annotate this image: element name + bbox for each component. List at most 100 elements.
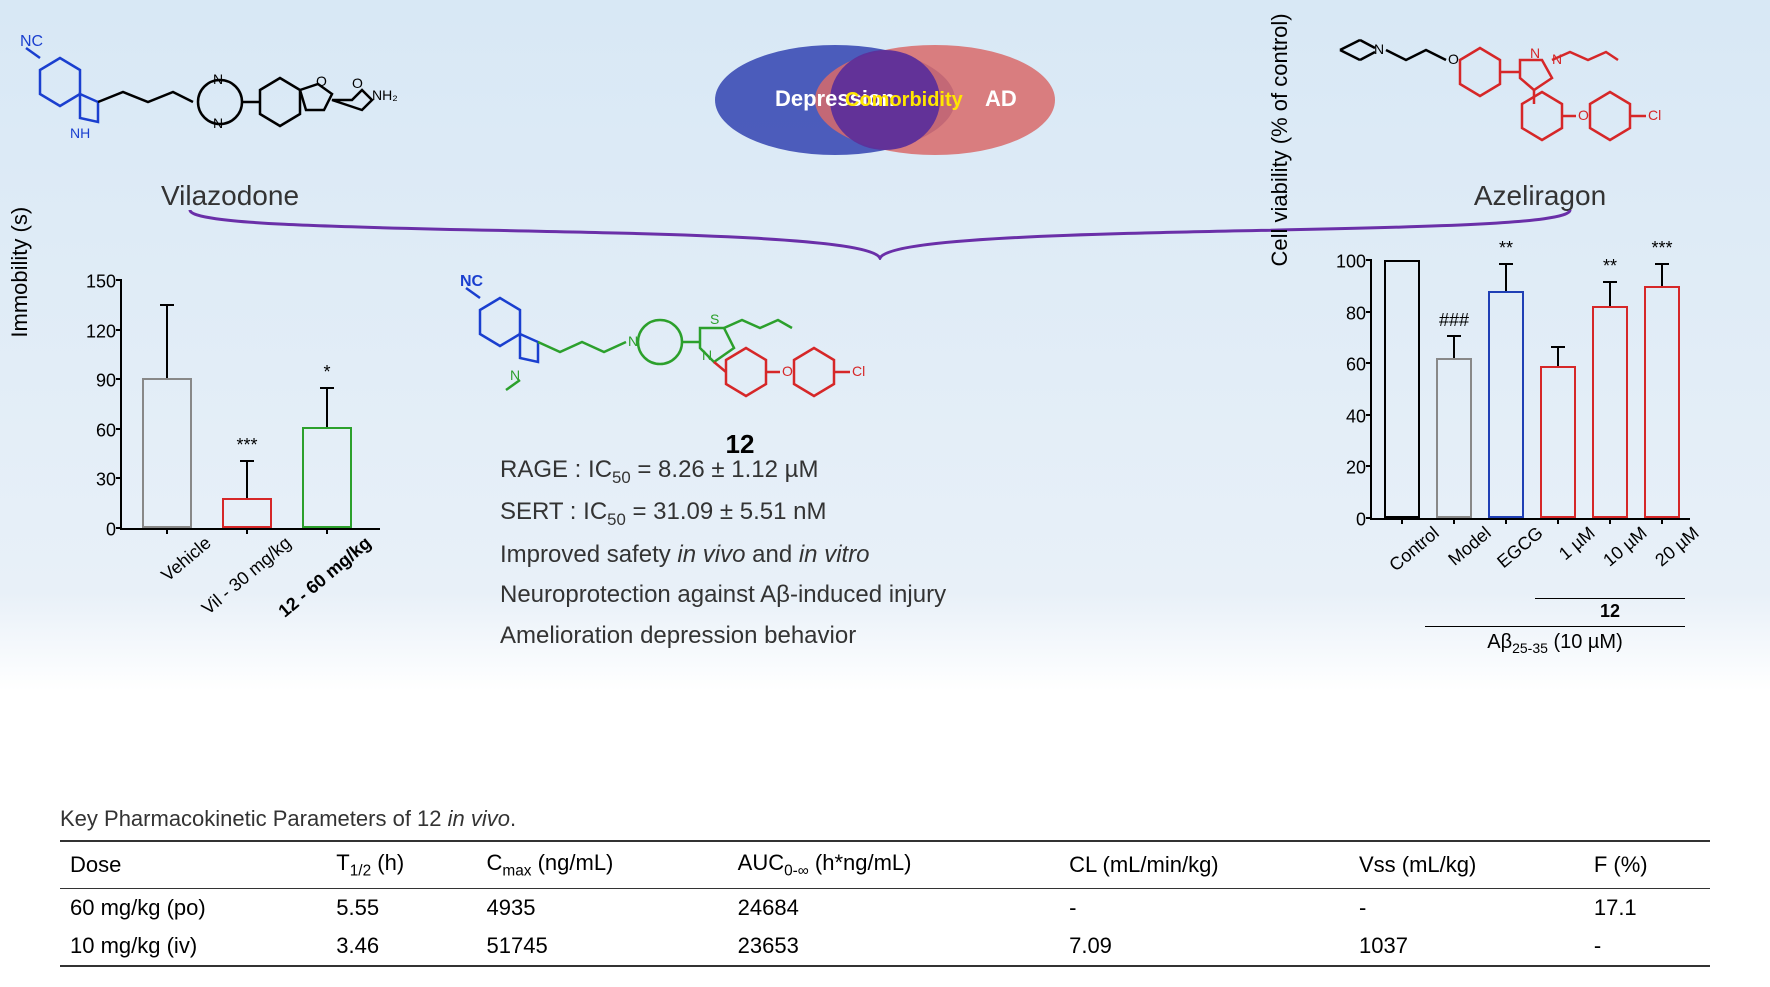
table-cell: -	[1584, 927, 1710, 966]
chem-structure-azeliragon-icon: N O NN O Cl	[1330, 10, 1750, 170]
y-tick: 0	[1356, 510, 1372, 531]
svg-text:O: O	[1448, 51, 1459, 67]
venn-right-text: AD	[985, 86, 1017, 111]
summary-line-3: Improved safety in vivo and in vitro	[500, 535, 946, 576]
viability-chart: Cell viability (% of control) 0204060801…	[1300, 250, 1720, 670]
bar	[1488, 291, 1524, 518]
y-tick: 40	[1346, 406, 1372, 427]
table-header: Dose	[60, 841, 326, 889]
x-tick	[1453, 518, 1455, 524]
y-tick-line	[1366, 259, 1372, 261]
error-cap	[1655, 263, 1669, 265]
table-cell: 23653	[728, 927, 1059, 966]
azeliragon-label: Azeliragon	[1330, 180, 1750, 212]
significance-marker: **	[1603, 256, 1617, 277]
y-tick-line	[1366, 465, 1372, 467]
summary-line-4: Neuroprotection against Aβ-induced injur…	[500, 575, 946, 616]
y-tick: 60	[1346, 355, 1372, 376]
error-cap	[160, 304, 174, 306]
svg-text:O: O	[316, 73, 327, 89]
y-tick-line	[116, 428, 122, 430]
svg-text:NH₂: NH₂	[372, 87, 398, 103]
table-cell: 60 mg/kg (po)	[60, 889, 326, 928]
x-tick	[1609, 518, 1611, 524]
svg-text:O: O	[352, 75, 363, 91]
svg-text:N: N	[628, 333, 638, 349]
table-cell: 51745	[477, 927, 728, 966]
mid-section: Immobility (s) 0306090120150Vehicle***Vi…	[0, 250, 1770, 690]
y-tick-line	[116, 329, 122, 331]
vilazodone-structure-placeholder: NC NH N N O NH₂ O Vilazodone	[20, 10, 440, 212]
error-bar	[1557, 348, 1559, 366]
chem-structure-12-icon: NC N N SN O Cl	[460, 250, 1020, 430]
y-tick: 30	[96, 470, 122, 491]
y-tick-line	[1366, 414, 1372, 416]
svg-text:NH: NH	[70, 125, 90, 141]
x-tick	[1557, 518, 1559, 524]
error-cap	[1603, 281, 1617, 283]
x-tick	[1505, 518, 1507, 524]
y-tick: 0	[106, 520, 122, 541]
svg-text:N: N	[213, 71, 223, 87]
svg-text:Cl: Cl	[1648, 107, 1661, 123]
error-bar	[246, 462, 248, 498]
svg-text:N: N	[213, 115, 223, 131]
summary-line-5: Amelioration depression behavior	[500, 616, 946, 657]
y-tick: 20	[1346, 458, 1372, 479]
venn-diagram: Depression Comorbidity AD	[695, 30, 1075, 175]
svg-text:N: N	[702, 347, 712, 363]
svg-text:N: N	[1374, 41, 1384, 57]
y-tick-line	[1366, 517, 1372, 519]
table-cell: 5.55	[326, 889, 476, 928]
significance-marker: **	[1499, 238, 1513, 259]
significance-marker: ###	[1439, 310, 1469, 331]
azeliragon-structure-placeholder: N O NN O Cl Azeliragon	[1330, 10, 1750, 212]
top-section: NC NH N N O NH₂ O Vilazodone Depression C…	[0, 0, 1770, 220]
svg-text:O: O	[1578, 107, 1589, 123]
significance-marker: ***	[236, 435, 257, 456]
svg-text:NC: NC	[20, 33, 43, 50]
summary-line-1: RAGE : IC50 = 8.26 ± 1.12 µM	[500, 450, 946, 492]
error-cap	[240, 460, 254, 462]
table-cell: -	[1059, 889, 1349, 928]
table-cell: 17.1	[1584, 889, 1710, 928]
table-cell: 24684	[728, 889, 1059, 928]
bar	[1644, 286, 1680, 518]
svg-text:S: S	[710, 311, 719, 327]
x-tick	[326, 528, 328, 534]
svg-text:N: N	[1530, 45, 1540, 61]
pk-table-section: Key Pharmacokinetic Parameters of 12 in …	[60, 806, 1710, 967]
table-cell: 7.09	[1059, 927, 1349, 966]
error-bar	[326, 389, 328, 427]
venn-icon: Depression Comorbidity AD	[695, 30, 1075, 170]
y-tick: 80	[1346, 303, 1372, 324]
table-cell: -	[1349, 889, 1584, 928]
bar	[1384, 260, 1420, 518]
svg-text:NC: NC	[460, 273, 484, 290]
y-tick: 150	[86, 272, 122, 293]
table-cell: 3.46	[326, 927, 476, 966]
x-tick	[166, 528, 168, 534]
summary-block: RAGE : IC50 = 8.26 ± 1.12 µM SERT : IC50…	[500, 450, 946, 657]
table-cell: 1037	[1349, 927, 1584, 966]
pk-table: DoseT1/2 (h)Cmax (ng/mL)AUC0-∞ (h*ng/mL)…	[60, 840, 1710, 967]
y-tick-line	[116, 477, 122, 479]
y-tick: 90	[96, 371, 122, 392]
treatment-bracket: Aβ25-35 (10 µM)	[1425, 626, 1685, 656]
table-row: 60 mg/kg (po)5.55493524684--17.1	[60, 889, 1710, 928]
x-tick	[246, 528, 248, 534]
error-bar	[1609, 283, 1611, 306]
y-tick: 100	[1336, 252, 1372, 273]
x-tick	[1661, 518, 1663, 524]
vilazodone-label: Vilazodone	[20, 180, 440, 212]
bracket-12: 12	[1535, 598, 1685, 622]
bar	[142, 378, 192, 528]
bar	[1540, 366, 1576, 518]
error-cap	[320, 387, 334, 389]
y-tick-line	[116, 378, 122, 380]
y-tick: 60	[96, 420, 122, 441]
svg-text:Cl: Cl	[852, 363, 865, 379]
table-row: 10 mg/kg (iv)3.4651745236537.091037-	[60, 927, 1710, 966]
y-axis-label-right: Cell viability (% of control)	[1267, 13, 1293, 266]
svg-text:O: O	[782, 363, 793, 379]
